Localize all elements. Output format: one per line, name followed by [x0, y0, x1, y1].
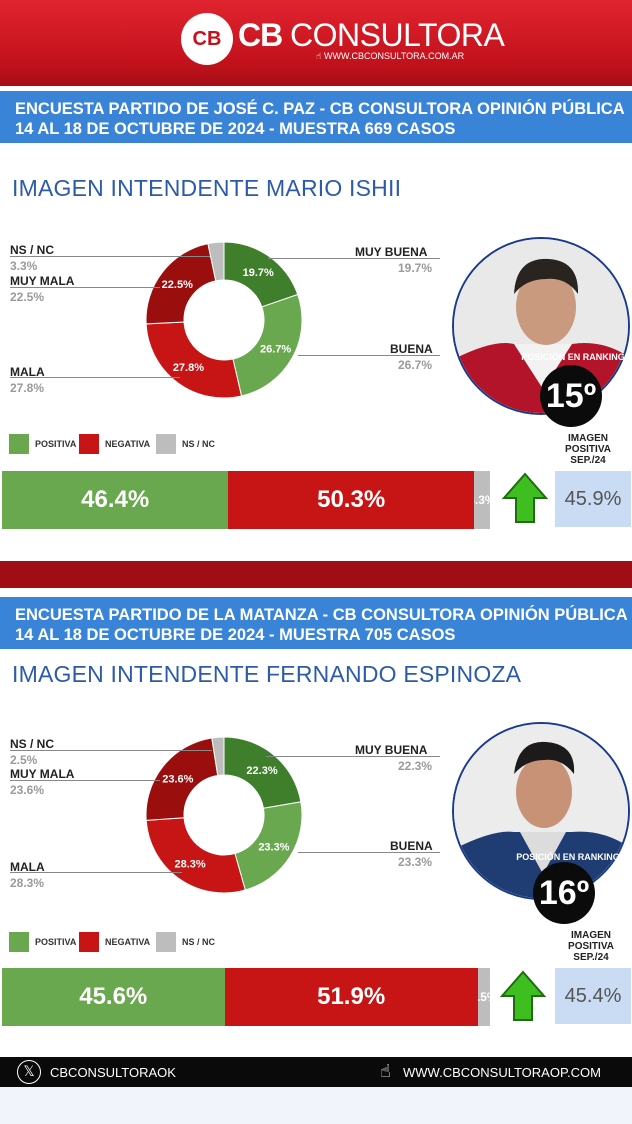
- survey-2-line1: ENCUESTA PARTIDO DE LA MATANZA - CB CONS…: [15, 606, 628, 624]
- legend-swatch: [79, 932, 99, 952]
- rank-label-2: POSICIÓN EN RANKING: [516, 852, 620, 862]
- survey-2-title: IMAGEN INTENDENTE FERNANDO ESPINOZA: [12, 661, 522, 687]
- legend-positiva-1: POSITIVA: [9, 434, 76, 454]
- bar-positiva: 46.4%: [2, 471, 229, 529]
- leader-line: [268, 258, 440, 259]
- legend-swatch: [9, 932, 29, 952]
- label-mala-1: MALA: [10, 365, 45, 379]
- prev-value-2: 45.4%: [555, 968, 631, 1024]
- slice-data-label: 27.8%: [173, 362, 204, 374]
- value-mala-1: 27.8%: [10, 381, 45, 395]
- legend-nsnc-1: NS / NC: [156, 434, 215, 454]
- label-ns-1: NS / NC: [10, 243, 55, 257]
- survey-1-title: IMAGEN INTENDENTE MARIO ISHII: [12, 175, 402, 201]
- bar-positiva: 45.6%: [2, 968, 225, 1026]
- leader-line: [10, 780, 160, 781]
- slice-data-label: 23.6%: [162, 773, 193, 785]
- survey-2-image-bar: 45.6% 51.9% 2.5%: [2, 968, 490, 1026]
- survey-2-line2: 14 AL 18 DE OCTUBRE DE 2024 - MUESTRA 70…: [15, 626, 456, 644]
- value-muy-buena-1: 19.7%: [398, 261, 433, 275]
- up-arrow-icon: [502, 472, 548, 523]
- slice-buena: [232, 293, 303, 397]
- footer-bar: [0, 1057, 632, 1087]
- survey-1-image-bar: 46.4% 50.3% 3.3%: [2, 471, 490, 529]
- bar-negativa: 50.3%: [228, 471, 474, 529]
- legend-swatch: [79, 434, 99, 454]
- label-muy-buena-1: MUY BUENA: [355, 245, 428, 259]
- legend-positiva-2: POSITIVA: [9, 932, 76, 952]
- value-muy-buena-2: 22.3%: [398, 759, 433, 773]
- footer-handle[interactable]: CBCONSULTORAOK: [50, 1065, 176, 1080]
- footer-bottom-band: [0, 1087, 632, 1124]
- slice-nsnc: [207, 241, 225, 282]
- value-buena-2: 23.3%: [398, 855, 433, 869]
- x-logo-icon[interactable]: 𝕏: [17, 1060, 41, 1084]
- label-muy-mala-1: MUY MALA: [10, 274, 75, 288]
- slice-data-label: 26.7%: [260, 344, 291, 356]
- leader-line: [10, 750, 212, 751]
- pointer-hand-icon: ☝: [316, 51, 322, 61]
- slice-data-label: 19.7%: [243, 267, 274, 279]
- legend-swatch: [156, 932, 176, 952]
- rank-label-1: POSICIÓN EN RANKING: [521, 352, 625, 362]
- leader-line: [10, 377, 180, 378]
- value-buena-1: 26.7%: [398, 358, 433, 372]
- leader-line: [10, 287, 160, 288]
- up-arrow-icon: [500, 970, 546, 1021]
- leader-line: [266, 756, 440, 757]
- slice-nsnc: [211, 736, 225, 777]
- pointer-hand-icon: ☝: [380, 1061, 391, 1081]
- slice-data-label: 23.3%: [258, 841, 289, 853]
- header-banner: CB CB CONSULTORA ☝ WWW.CBCONSULTORA.COM.…: [0, 0, 632, 86]
- rank-badge-1: 15º: [540, 365, 602, 427]
- label-buena-1: BUENA: [390, 342, 433, 356]
- leader-line: [298, 852, 440, 853]
- survey-1-line1: ENCUESTA PARTIDO DE JOSÉ C. PAZ - CB CON…: [15, 100, 625, 118]
- label-muy-buena-2: MUY BUENA: [355, 743, 428, 757]
- bar-nsnc: 3.3%: [473, 471, 490, 529]
- slice-data-label: 28.3%: [174, 858, 205, 870]
- header-website[interactable]: ☝ WWW.CBCONSULTORA.COM.AR: [316, 51, 465, 61]
- brand-light: CONSULTORA: [290, 17, 505, 53]
- slice-mala: [145, 321, 243, 399]
- brand-bold: CB: [238, 17, 283, 53]
- survey-1-donut-chart: 19.7% 26.7% 27.8% 22.5%: [145, 241, 303, 399]
- leader-line: [298, 355, 440, 356]
- legend-nsnc-2: NS / NC: [156, 932, 215, 952]
- survey-1-line2: 14 AL 18 DE OCTUBRE DE 2024 - MUESTRA 66…: [15, 120, 456, 138]
- survey-2-donut-chart: 22.3% 23.3% 28.3% 23.6%: [145, 736, 303, 894]
- legend-negativa-1: NEGATIVA: [79, 434, 150, 454]
- prev-label-2: IMAGEN POSITIVA SEP./24: [568, 930, 614, 963]
- value-ns-1: 3.3%: [10, 259, 38, 273]
- slice-data-label: 22.3%: [246, 765, 277, 777]
- label-ns-2: NS / NC: [10, 737, 55, 751]
- slice-data-label: 22.5%: [162, 279, 193, 291]
- legend-swatch: [156, 434, 176, 454]
- label-mala-2: MALA: [10, 860, 45, 874]
- value-muy-mala-2: 23.6%: [10, 783, 45, 797]
- legend-swatch: [9, 434, 29, 454]
- value-mala-2: 28.3%: [10, 876, 45, 890]
- cb-logo-icon: CB: [181, 13, 233, 65]
- label-buena-2: BUENA: [390, 839, 433, 853]
- rank-badge-2: 16º: [533, 862, 595, 924]
- section-divider: [0, 561, 632, 588]
- footer-website[interactable]: WWW.CBCONSULTORAOP.COM: [403, 1065, 601, 1080]
- prev-value-1: 45.9%: [555, 471, 631, 527]
- label-muy-mala-2: MUY MALA: [10, 767, 75, 781]
- leader-line: [10, 256, 210, 257]
- value-muy-mala-1: 22.5%: [10, 290, 45, 304]
- survey-1-header: ENCUESTA PARTIDO DE JOSÉ C. PAZ - CB CON…: [0, 91, 632, 143]
- leader-line: [10, 872, 182, 873]
- bar-negativa: 51.9%: [224, 968, 478, 1026]
- prev-label-1: IMAGEN POSITIVA SEP./24: [565, 433, 611, 466]
- mayor-2-photo: [452, 722, 630, 900]
- legend-negativa-2: NEGATIVA: [79, 932, 150, 952]
- survey-2-header: ENCUESTA PARTIDO DE LA MATANZA - CB CONS…: [0, 597, 632, 649]
- bar-nsnc: 2.5%: [477, 968, 490, 1026]
- slice-mala: [145, 817, 246, 894]
- value-ns-2: 2.5%: [10, 753, 38, 767]
